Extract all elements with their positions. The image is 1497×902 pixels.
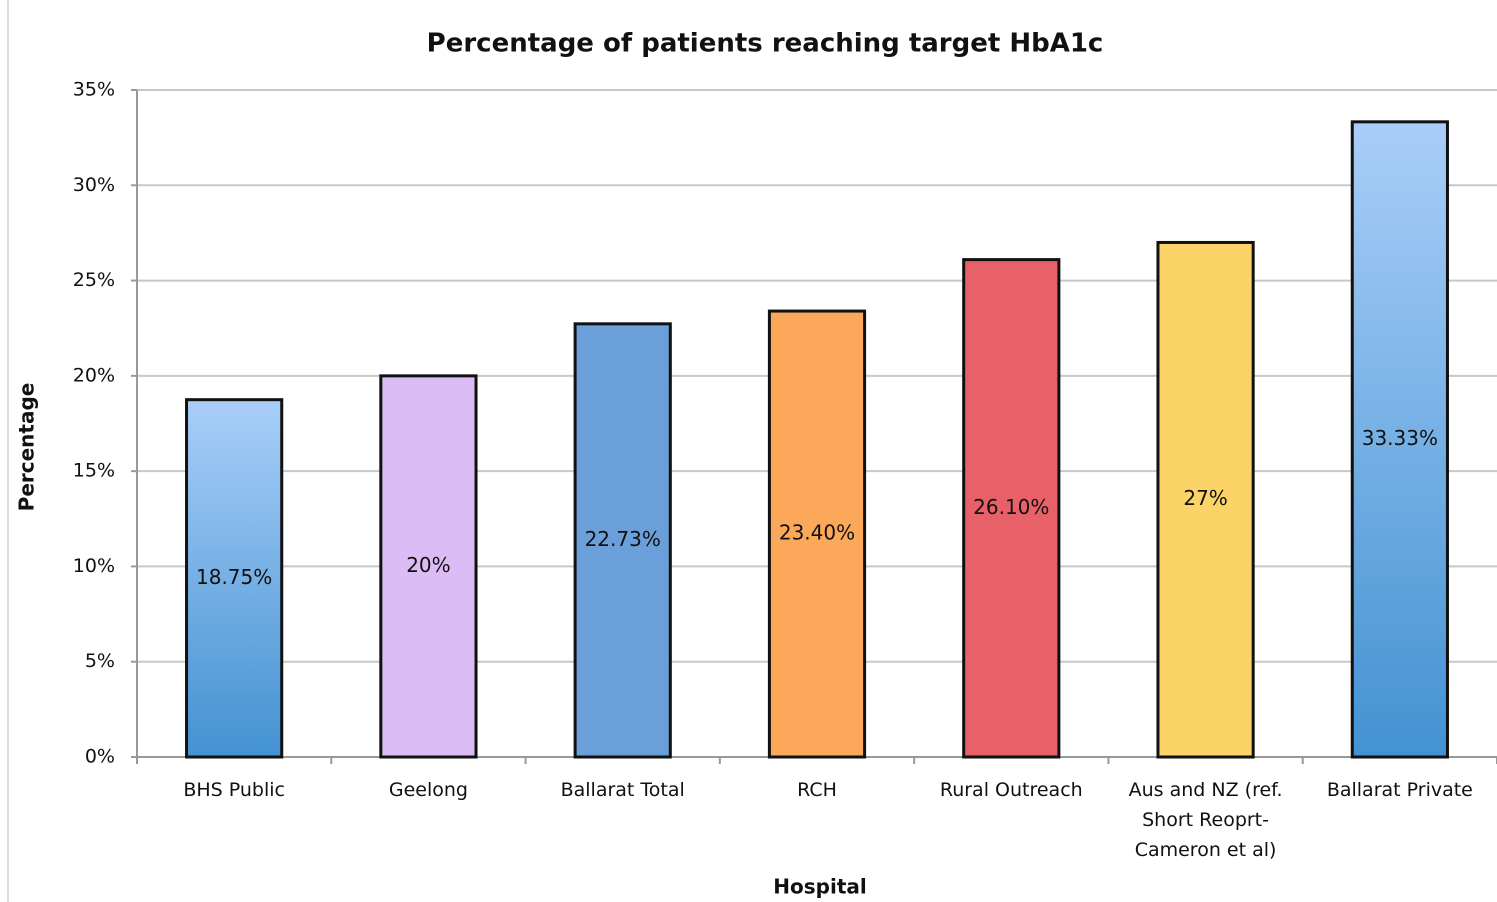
- bar: [185, 398, 284, 759]
- data-label: 22.73%: [585, 527, 661, 551]
- bar: [573, 322, 672, 759]
- y-tick-label: 0%: [85, 746, 115, 768]
- y-tick-label: 10%: [73, 555, 115, 577]
- x-tick-label: BHS Public: [183, 779, 285, 801]
- bar: [1156, 240, 1255, 759]
- x-tick-label: Rural Outreach: [939, 779, 1083, 801]
- y-tick-label: 20%: [73, 364, 115, 386]
- data-label: 23.40%: [779, 521, 855, 545]
- x-tick-label: Aus and NZ (ref. Short Reoprt-Cameron et…: [1128, 779, 1283, 861]
- y-axis-title: Percentage: [15, 383, 39, 512]
- data-label: 20%: [406, 553, 450, 577]
- data-label: 27%: [1183, 486, 1227, 510]
- bar: [1350, 120, 1449, 759]
- x-tick-label: Ballarat Private: [1326, 779, 1473, 801]
- x-tick-label: Geelong: [388, 779, 468, 801]
- chart-title: Percentage of patients reaching target H…: [427, 29, 1104, 59]
- x-tick-label: Ballarat Total: [560, 779, 685, 801]
- bar: [962, 258, 1061, 759]
- data-label: 18.75%: [196, 565, 272, 589]
- y-tick-label: 25%: [73, 269, 115, 291]
- y-tick-label: 35%: [73, 79, 115, 101]
- y-tick-label: 5%: [85, 650, 115, 672]
- y-tick-label: 15%: [73, 460, 115, 482]
- x-axis-title: Hospital: [773, 875, 866, 899]
- bar: [379, 374, 478, 759]
- bar: [767, 309, 867, 759]
- data-label: 33.33%: [1362, 426, 1438, 450]
- x-tick-label: RCH: [797, 779, 837, 801]
- data-label: 26.10%: [973, 495, 1049, 519]
- y-tick-label: 30%: [73, 174, 115, 196]
